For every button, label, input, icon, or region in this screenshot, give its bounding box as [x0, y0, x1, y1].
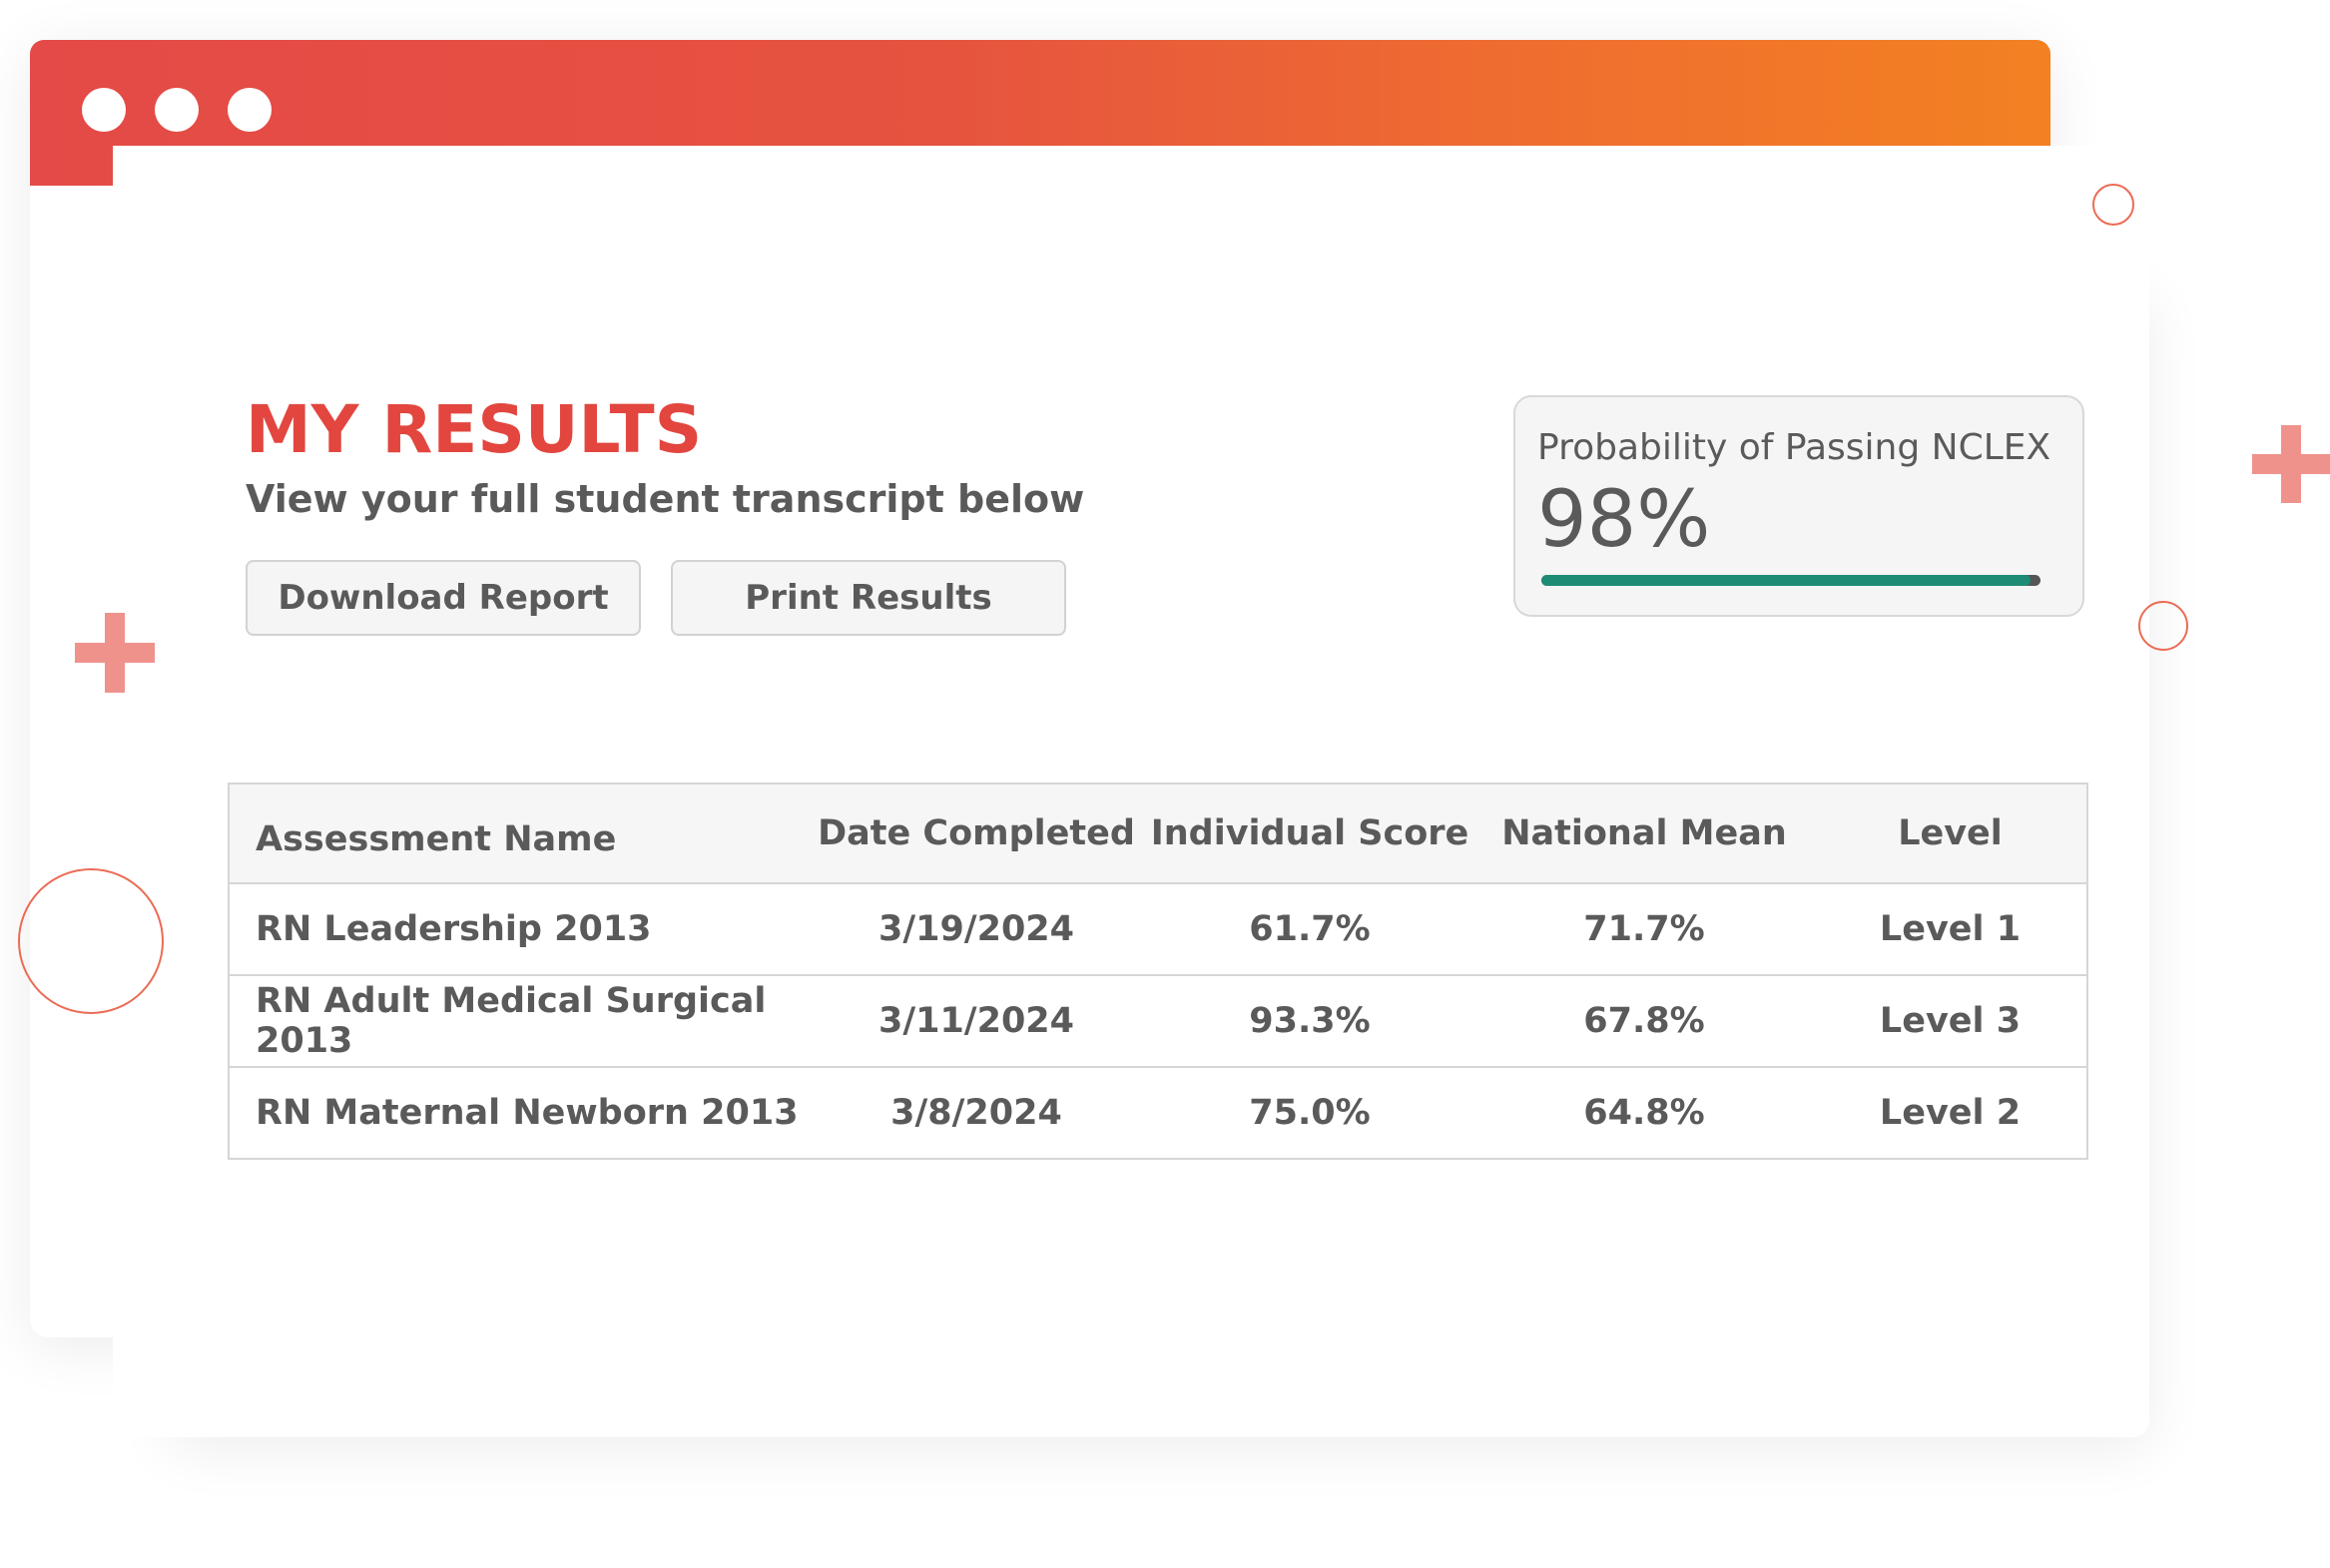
- column-header-date-completed[interactable]: Date Completed: [808, 783, 1145, 884]
- plus-decoration-icon: [2252, 425, 2330, 503]
- circle-decoration-icon: [2092, 184, 2134, 226]
- date-completed-cell: 3/8/2024: [808, 1066, 1145, 1160]
- column-header-level[interactable]: Level: [1814, 783, 2087, 884]
- download-report-button[interactable]: Download Report: [246, 560, 641, 636]
- column-header-individual-score[interactable]: Individual Score: [1145, 783, 1474, 884]
- level-cell: Level 3: [1814, 974, 2087, 1068]
- plus-decoration-icon: [75, 613, 155, 693]
- column-header-assessment-name[interactable]: Assessment Name: [229, 783, 808, 884]
- print-results-button[interactable]: Print Results: [671, 560, 1066, 636]
- circle-decoration-icon: [18, 868, 164, 1014]
- table-row[interactable]: RN Leadership 2013 3/19/2024 61.7% 71.7%…: [229, 882, 2087, 976]
- probability-label: Probability of Passing NCLEX: [1537, 427, 2051, 468]
- window-dot-icon: [228, 88, 272, 132]
- table-row[interactable]: RN Adult Medical Surgical 2013 3/11/2024…: [229, 974, 2087, 1068]
- window-dot-icon: [155, 88, 199, 132]
- national-mean-cell: 71.7%: [1474, 882, 1814, 976]
- table-row[interactable]: RN Maternal Newborn 2013 3/8/2024 75.0% …: [229, 1066, 2087, 1160]
- national-mean-cell: 64.8%: [1474, 1066, 1814, 1160]
- probability-progress-bar: [1541, 575, 2040, 586]
- page-subtitle: View your full student transcript below: [246, 477, 1085, 521]
- assessment-name-cell: RN Adult Medical Surgical 2013: [229, 974, 808, 1068]
- date-completed-cell: 3/11/2024: [808, 974, 1145, 1068]
- results-table: Assessment Name Date Completed Individua…: [228, 783, 2088, 1160]
- assessment-name-cell: RN Maternal Newborn 2013: [229, 1066, 808, 1160]
- assessment-name-cell: RN Leadership 2013: [229, 882, 808, 976]
- individual-score-cell: 61.7%: [1145, 882, 1474, 976]
- circle-decoration-icon: [2138, 601, 2188, 651]
- window-dot-icon: [82, 88, 126, 132]
- column-header-national-mean[interactable]: National Mean: [1474, 783, 1814, 884]
- nclex-probability-card: Probability of Passing NCLEX 98%: [1513, 395, 2084, 617]
- probability-value: 98%: [1537, 475, 1711, 565]
- probability-progress-fill: [1541, 575, 2031, 586]
- level-cell: Level 2: [1814, 1066, 2087, 1160]
- level-cell: Level 1: [1814, 882, 2087, 976]
- individual-score-cell: 93.3%: [1145, 974, 1474, 1068]
- national-mean-cell: 67.8%: [1474, 974, 1814, 1068]
- page-title: MY RESULTS: [246, 391, 703, 468]
- individual-score-cell: 75.0%: [1145, 1066, 1474, 1160]
- date-completed-cell: 3/19/2024: [808, 882, 1145, 976]
- table-header-row: Assessment Name Date Completed Individua…: [229, 783, 2087, 884]
